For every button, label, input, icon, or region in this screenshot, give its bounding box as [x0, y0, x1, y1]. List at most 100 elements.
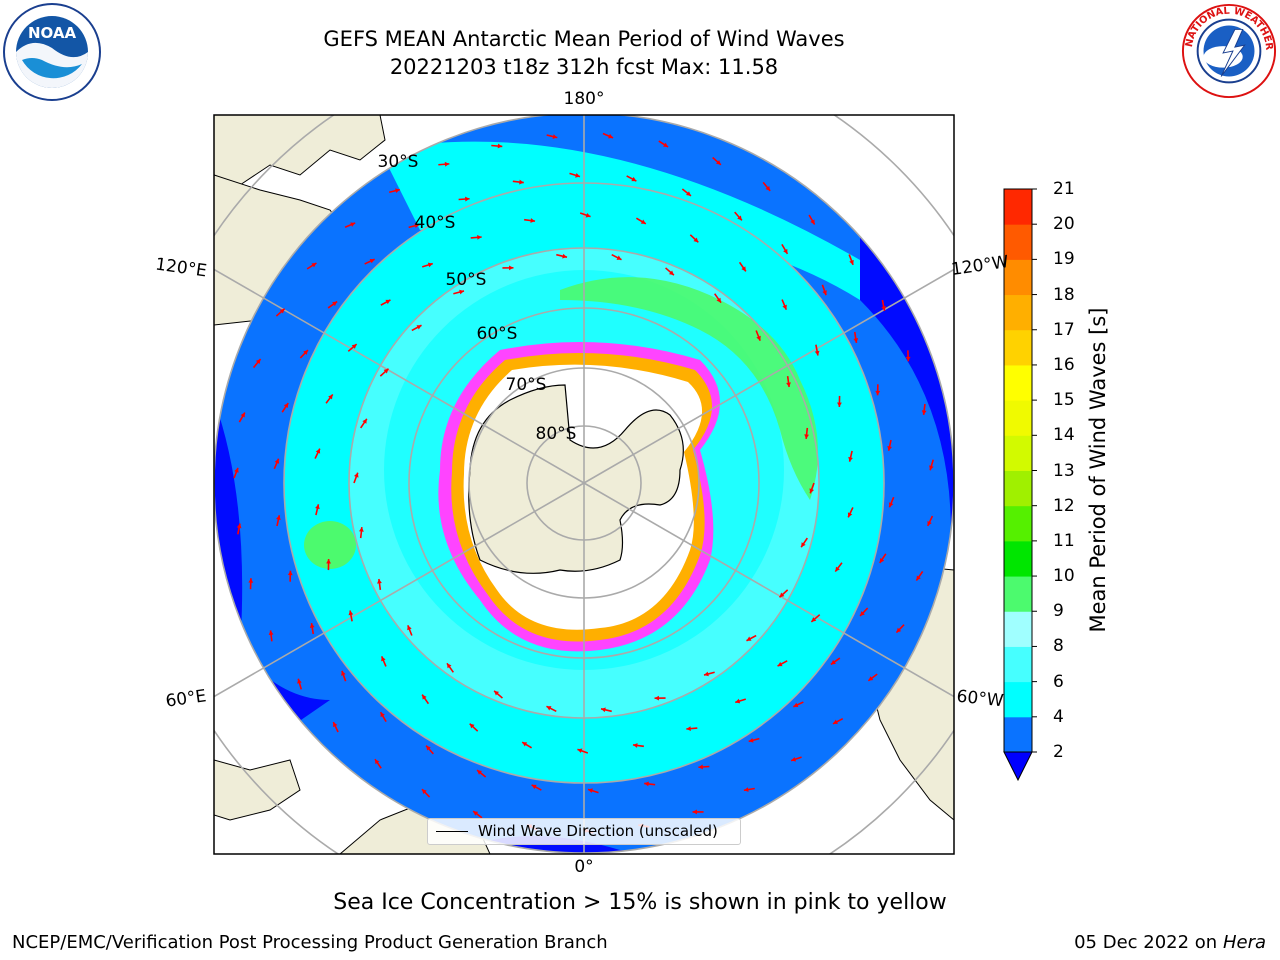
wind-wave-arrow-head — [811, 617, 817, 622]
wind-wave-arrow-head — [546, 706, 552, 711]
colorbar-tick-label: 10 — [1053, 566, 1075, 587]
wind-wave-arrow-head — [359, 527, 364, 532]
wind-wave-arrow-head — [810, 219, 815, 225]
wind-wave-arrow-head — [668, 270, 674, 276]
wind-wave-arrow-head — [737, 215, 742, 221]
wind-wave-arrow-head — [369, 258, 375, 264]
chart-subtitle: 20221203 t18z 312h fcst Max: 11.58 — [389, 55, 779, 79]
wind-wave-arrow-head — [801, 542, 806, 548]
lat-label-50s: 50°S — [445, 270, 487, 290]
colorbar-tick-label: 16 — [1053, 354, 1075, 375]
footer-credit: NCEP/EMC/Verification Post Processing Pr… — [12, 932, 608, 953]
wind-wave-arrow-head — [377, 578, 382, 584]
wind-wave-arrow-head — [385, 299, 391, 305]
graticule — [214, 115, 954, 854]
wind-wave-arrow-head — [916, 575, 921, 581]
wind-wave-arrow-head — [469, 723, 475, 729]
wind-wave-arrow-head — [632, 743, 638, 748]
wind-wave-arrow-head — [287, 570, 293, 576]
wind-wave-arrow-head — [888, 502, 894, 508]
footer-host: Hera — [1222, 932, 1266, 953]
wind-wave-arrow-head — [234, 467, 239, 473]
wind-wave-arrow-head — [896, 627, 902, 633]
wind-wave-arrow-head — [427, 262, 433, 268]
lat-label-60s: 60°S — [476, 324, 518, 344]
wind-wave-arrow-head — [905, 356, 911, 362]
colorbar-tick-label: 21 — [1053, 179, 1075, 199]
colorbar-segment — [1004, 435, 1032, 471]
colorbar-segment — [1004, 364, 1032, 401]
wind-wave-arrow-head — [421, 789, 427, 794]
wind-wave-arrow-head — [881, 306, 887, 311]
colorbar-segment — [1004, 400, 1032, 436]
wind-wave-arrow-head — [654, 695, 659, 701]
wind-wave-arrow-head — [426, 745, 431, 751]
lat-label-80s: 80°S — [535, 424, 577, 444]
wind-wave-arrow-head — [847, 512, 853, 518]
wind-wave-arrow-head — [686, 726, 691, 732]
wind-wave-arrow-head — [663, 142, 669, 147]
wind-wave-arrow-head — [248, 578, 254, 583]
colorbar-label: Mean Period of Wind Waves [s] — [1086, 307, 1110, 633]
wind-wave-arrow-head — [786, 382, 791, 388]
wind-wave-arrow-head — [783, 248, 788, 254]
wind-wave-arrow-head — [530, 218, 536, 223]
wind-wave-arrow-head — [395, 188, 400, 193]
wind-wave-arrow-head — [608, 133, 614, 139]
colorbar-tick-label: 14 — [1053, 425, 1075, 446]
colorbar-segment — [1004, 505, 1032, 542]
wind-wave-arrow-head — [446, 663, 452, 669]
wind-wave-arrow-head — [698, 764, 703, 770]
wind-wave-arrow-head — [777, 661, 783, 667]
sea-ice-caption-text: Sea Ice Concentration > 15% is shown in … — [333, 890, 947, 915]
legend-line-icon — [436, 831, 468, 832]
wind-wave-arrow-head — [756, 335, 761, 341]
colorbar-tick-label: 2 — [1053, 742, 1064, 762]
wind-wave-arrow-head — [333, 722, 338, 728]
wind-wave-arrow-head — [236, 523, 242, 529]
wind-wave-arrow-head — [350, 222, 356, 227]
colorbar-tick-label: 8 — [1053, 636, 1064, 657]
noaa-logo-text: NOAA — [28, 24, 77, 42]
wind-wave-arrow-head — [848, 456, 853, 462]
wind-wave-arrow-head — [575, 173, 580, 178]
wind-wave-arrow-head — [782, 304, 787, 310]
wind-wave-arrow-head — [477, 770, 482, 775]
wind-wave-arrow-head — [477, 234, 482, 240]
colorbar-tick-label: 19 — [1053, 249, 1075, 270]
map-frame — [213, 114, 955, 855]
legend-label: Wind Wave Direction (unscaled) — [478, 822, 718, 840]
wind-wave-arrow-head — [297, 678, 302, 684]
wind-wave-arrow-head — [422, 694, 427, 700]
wind-wave-arrow-head — [362, 418, 367, 424]
wind-wave-arrow-head — [531, 784, 537, 790]
lat-label-30s: 30°S — [377, 152, 419, 172]
lon-label-180: 180° — [563, 89, 605, 109]
wind-wave-arrow-head — [577, 748, 583, 754]
wind-wave-arrow-head — [283, 403, 289, 408]
legend: Wind Wave Direction (unscaled) — [427, 818, 741, 845]
wind-wave-arrow-head — [332, 301, 338, 307]
wind-wave-arrow-head — [814, 350, 820, 356]
wind-wave-arrow-head — [832, 719, 838, 724]
wind-wave-arrow-head — [341, 670, 346, 676]
wind-wave-arrow-head — [601, 707, 606, 713]
wind-wave-arrow-head — [351, 344, 357, 349]
colorbar-tick-label: 4 — [1053, 706, 1064, 727]
wind-wave-arrow-head — [383, 368, 389, 374]
wind-wave-arrow-head — [519, 179, 524, 185]
wind-wave-arrow-head — [326, 559, 331, 564]
colorbar-segment — [1004, 189, 1032, 225]
colorbar-segment — [1004, 611, 1032, 647]
wind-wave-arrow-head — [588, 788, 593, 793]
wind-wave-arrow-head — [716, 160, 721, 165]
wind-wave-arrow-head — [640, 219, 646, 224]
wind-wave-arrow-head — [616, 255, 622, 260]
wind-wave-arrow-head — [693, 237, 699, 243]
sea-ice-caption: Sea Ice Concentration > 15% is shown in … — [0, 890, 1280, 915]
wind-wave-arrow-head — [765, 185, 771, 191]
wind-wave-arrow-head — [748, 737, 754, 743]
wind-wave-arrow-head — [562, 253, 567, 259]
wind-wave-arrow-head — [522, 742, 528, 747]
